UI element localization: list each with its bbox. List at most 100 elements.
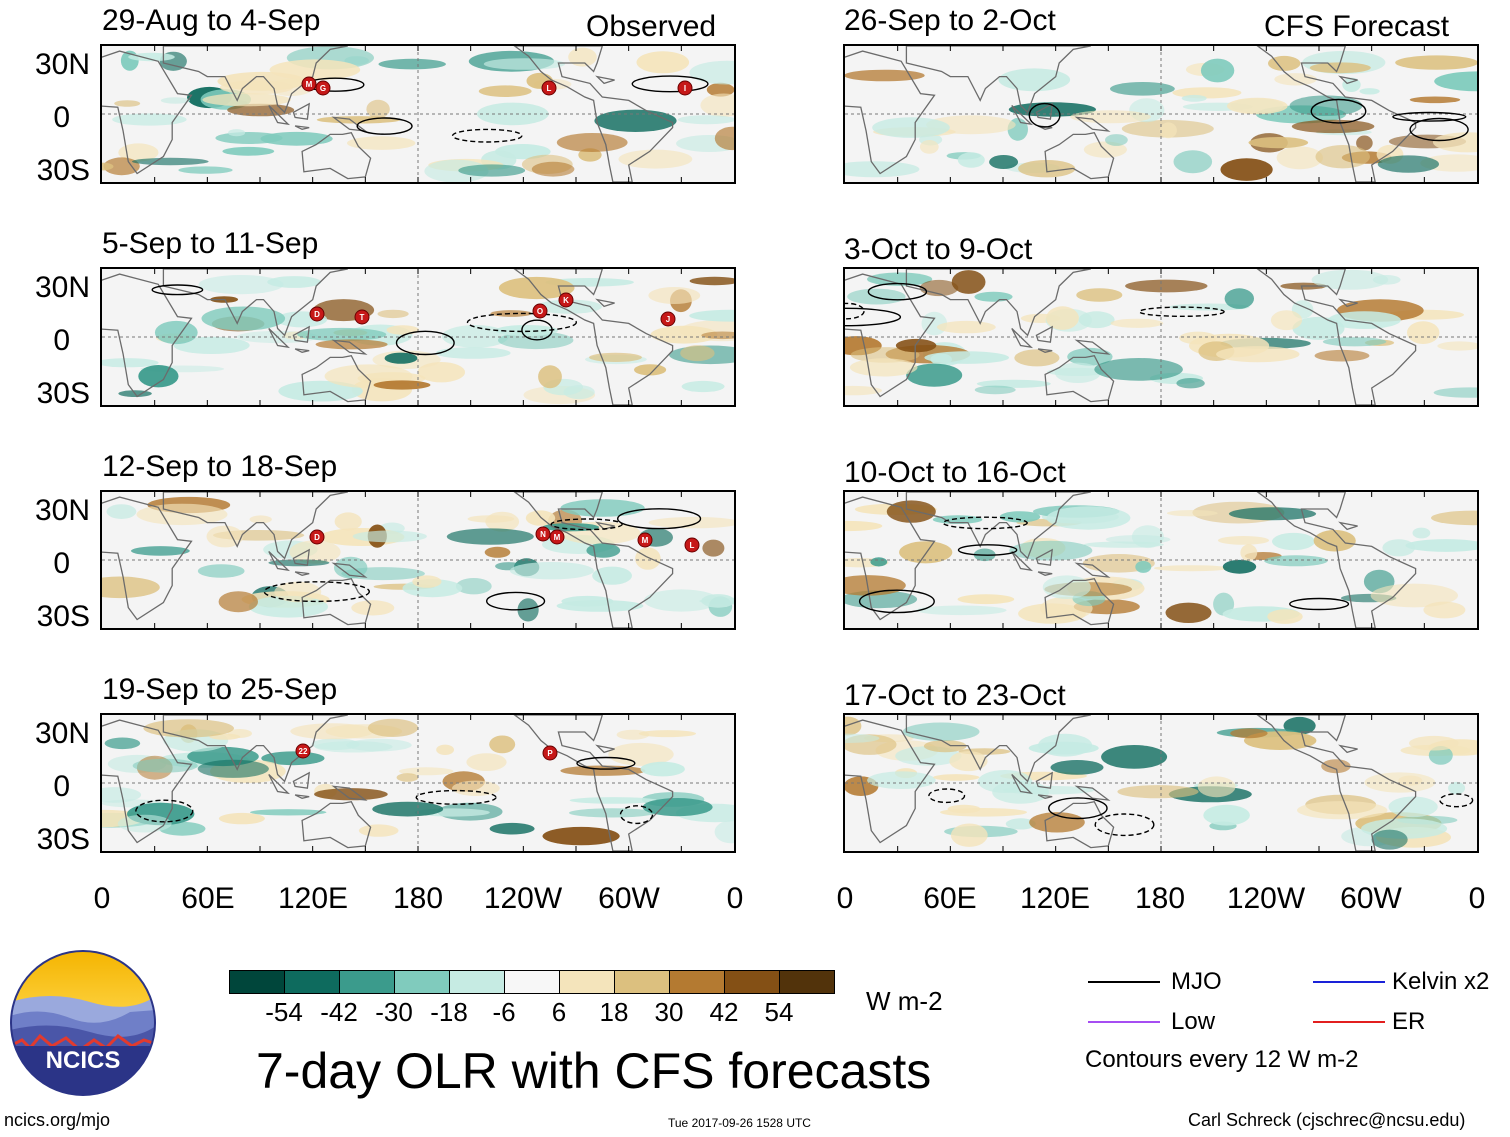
- anomaly-blob: [289, 540, 341, 564]
- tropical-cyclone-marker: M: [301, 76, 317, 92]
- coastline: [1074, 116, 1111, 132]
- anomaly-blob: [1428, 746, 1453, 765]
- anomaly-blob: [640, 761, 685, 777]
- coastline: [292, 771, 310, 789]
- anomaly-blob: [1268, 55, 1301, 71]
- anomaly-blob: [386, 325, 420, 335]
- coastline: [294, 794, 310, 799]
- anomaly-blob: [1437, 341, 1477, 351]
- anomaly-blob: [102, 358, 159, 368]
- coastline: [1037, 348, 1053, 353]
- lat-label-30n: 30N: [34, 717, 90, 750]
- anomaly-blob: [424, 159, 489, 182]
- anomaly-blob: [1200, 58, 1235, 83]
- lat-label-30n: 30N: [34, 271, 90, 304]
- coastline: [102, 496, 193, 621]
- anomaly-blob: [250, 809, 327, 816]
- anomaly-blob: [650, 325, 718, 344]
- anomaly-blob: [173, 336, 250, 354]
- olr-map-forecast-2: [843, 267, 1479, 407]
- anomaly-blob: [1315, 145, 1370, 169]
- anomaly-blob: [867, 272, 933, 286]
- anomaly-blob: [435, 347, 511, 359]
- coastline: [1256, 715, 1417, 851]
- mjo-contour: [928, 788, 966, 804]
- coastline: [292, 102, 310, 120]
- colorbar-swatch: [724, 970, 780, 994]
- mjo-contour: [1439, 793, 1474, 808]
- anomaly-blob: [206, 525, 244, 548]
- anomaly-blob: [569, 797, 658, 804]
- anomaly-blob: [886, 500, 936, 523]
- legend-kelvin-line: [1313, 981, 1385, 983]
- anomaly-blob: [1070, 110, 1151, 124]
- anomaly-blob: [950, 823, 988, 847]
- coastline: [1256, 492, 1417, 628]
- legend-mjo-label: MJO: [1171, 968, 1222, 995]
- coastline: [1044, 131, 1115, 180]
- anomaly-blob: [635, 547, 661, 570]
- anomaly-blob: [104, 737, 141, 750]
- lat-label-30s: 30S: [36, 823, 90, 856]
- anomaly-blob: [274, 581, 322, 603]
- anomaly-blob: [998, 68, 1071, 92]
- anomaly-blob: [351, 600, 395, 616]
- anomaly-blob: [154, 320, 198, 345]
- anomaly-blob: [1309, 62, 1371, 74]
- anomaly-blob: [377, 309, 409, 319]
- coastline: [268, 551, 291, 572]
- anomaly-blob: [608, 742, 674, 766]
- anomaly-blob: [160, 97, 190, 104]
- anomaly-blob: [1110, 318, 1164, 328]
- anomaly-blob: [131, 546, 190, 556]
- coastline: [1011, 105, 1034, 126]
- coastline: [102, 273, 193, 398]
- anomaly-blob: [517, 598, 539, 622]
- svg-text:M: M: [554, 533, 561, 542]
- tropical-cyclone-marker: N: [535, 526, 551, 542]
- svg-text:K: K: [563, 296, 569, 305]
- anomaly-blob: [249, 515, 272, 524]
- tropical-cyclone-marker: J: [660, 311, 676, 327]
- colorbar-tick-label: -54: [265, 997, 303, 1027]
- anomaly-blob: [178, 166, 233, 174]
- anomaly-blob: [714, 126, 734, 151]
- mjo-contour: [135, 799, 194, 823]
- mjo-contour: [631, 75, 709, 93]
- anomaly-blob: [366, 99, 390, 119]
- anomaly-blob: [1289, 95, 1363, 116]
- panel-title-fcst-3: 10-Oct to 16-Oct: [844, 456, 1066, 489]
- anomaly-blob: [589, 352, 642, 362]
- anomaly-blob: [1173, 150, 1213, 174]
- anomaly-blob: [1407, 321, 1440, 344]
- colorbar-tick-label: -6: [492, 997, 516, 1027]
- tropical-cyclone-marker: I: [677, 80, 693, 96]
- coastline: [331, 116, 368, 132]
- footer-url[interactable]: ncics.org/mjo: [4, 1110, 111, 1130]
- anomaly-blob: [1224, 288, 1254, 309]
- colorbar-tick-label: -18: [430, 997, 468, 1027]
- tropical-cyclone-marker: M: [549, 529, 565, 545]
- anomaly-blob: [248, 595, 328, 618]
- lat-label-0: 0: [53, 324, 70, 357]
- anomaly-blob: [1166, 510, 1218, 517]
- coastline: [294, 125, 310, 130]
- panel-title-obs-4: 19-Sep to 25-Sep: [102, 673, 338, 706]
- coastline: [513, 715, 674, 851]
- anomaly-blob: [367, 718, 419, 737]
- anomaly-blob: [455, 578, 492, 595]
- mjo-contour: [1409, 117, 1469, 142]
- anomaly-blob: [870, 557, 888, 567]
- anomaly-blob: [215, 132, 283, 144]
- legend-low-line: [1088, 1021, 1160, 1023]
- colorbar-swatch: [779, 970, 835, 994]
- coastline: [1011, 551, 1034, 572]
- anomaly-blob: [1395, 55, 1477, 70]
- lon-label-60e: 60E: [923, 882, 977, 915]
- anomaly-blob: [384, 352, 418, 364]
- mjo-contour: [151, 284, 204, 296]
- anomaly-blob: [1154, 565, 1230, 572]
- coastline: [294, 571, 310, 576]
- coastline: [1044, 354, 1115, 403]
- anomaly-blob: [1197, 776, 1236, 798]
